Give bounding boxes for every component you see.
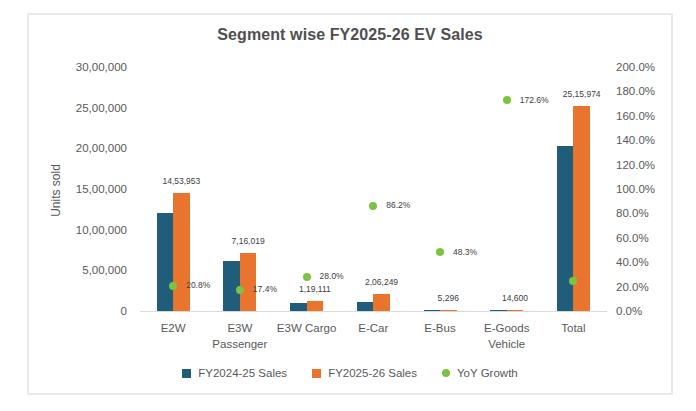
bar-fy2025-26-e-goods-vehicle[interactable] [507, 310, 524, 311]
x-axis-line [140, 311, 607, 312]
right-axis-tick: 80.0% [616, 206, 649, 220]
right-axis-tick: 180.0% [616, 84, 655, 98]
legend-circle-marker [442, 369, 450, 377]
yoy-dot-e-bus[interactable] [436, 248, 444, 256]
left-axis-tick: 20,00,000 [29, 141, 127, 155]
legend-square-marker [312, 369, 321, 378]
legend-item-fy2025-26-sales[interactable]: FY2025-26 Sales [312, 367, 417, 379]
yoy-label-e2w: 20.8% [186, 280, 210, 291]
right-axis-tick: 0.0% [616, 304, 642, 318]
value-label-e3w-passenger: 7,16,019 [208, 236, 288, 247]
legend: FY2024-25 Sales FY2025-26 Sales YoY Growth [29, 367, 671, 379]
left-axis-tick: 0 [29, 304, 127, 318]
bar-fy2024-25-e-goods-vehicle[interactable] [490, 310, 507, 311]
yoy-label-e-car: 86.2% [386, 200, 410, 211]
value-label-e-goods-vehicle: 14,600 [475, 293, 555, 304]
bar-fy2025-26-e3w-cargo[interactable] [307, 301, 324, 311]
yoy-dot-e-car[interactable] [369, 202, 377, 210]
value-label-e2w: 14,53,953 [141, 176, 221, 187]
legend-label: YoY Growth [457, 367, 518, 379]
bar-fy2025-26-e-bus[interactable] [440, 310, 457, 311]
bar-fy2024-25-e2w[interactable] [157, 213, 174, 311]
yoy-dot-e2w[interactable] [169, 282, 177, 290]
right-axis-tick: 160.0% [616, 109, 655, 123]
chart-page: Segment wise FY2025-26 EV Sales Units so… [0, 0, 696, 411]
yoy-dot-e3w-passenger[interactable] [236, 286, 244, 294]
bar-fy2024-25-e3w-cargo[interactable] [290, 303, 307, 311]
right-axis-tick: 40.0% [616, 255, 649, 269]
yoy-dot-e3w-cargo[interactable] [303, 273, 311, 281]
value-label-e-car: 2,06,249 [342, 277, 422, 288]
chart-panel: Segment wise FY2025-26 EV Sales Units so… [27, 13, 673, 395]
right-axis-tick: 120.0% [616, 158, 655, 172]
plot-area: 30,00,000 25,00,000 20,00,000 15,00,000 10,0… [29, 15, 671, 393]
bar-fy2025-26-e2w[interactable] [173, 193, 190, 311]
yoy-dot-e-goods-vehicle[interactable] [503, 96, 511, 104]
bar-fy2024-25-e-car[interactable] [357, 302, 374, 311]
right-axis-tick: 60.0% [616, 231, 649, 245]
left-axis-tick: 15,00,000 [29, 182, 127, 196]
bar-fy2024-25-e-bus[interactable] [424, 310, 441, 311]
right-axis-tick: 200.0% [616, 60, 655, 74]
left-axis-tick: 5,00,000 [29, 263, 127, 277]
right-axis-tick: 20.0% [616, 280, 649, 294]
right-axis-tick: 140.0% [616, 133, 655, 147]
left-axis-tick: 25,00,000 [29, 101, 127, 115]
yoy-label-e3w-passenger: 17.4% [253, 284, 277, 295]
left-axis-tick: 30,00,000 [29, 60, 127, 74]
value-label-total: 25,15,974 [542, 89, 622, 100]
left-axis-tick: 10,00,000 [29, 223, 127, 237]
category-label-total: Total [528, 320, 618, 336]
yoy-label-e-bus: 48.3% [453, 247, 477, 258]
bar-fy2025-26-e-car[interactable] [373, 294, 390, 311]
legend-label: FY2024-25 Sales [198, 367, 287, 379]
yoy-label-e3w-cargo: 28.0% [320, 271, 344, 282]
legend-item-yoy-growth[interactable]: YoY Growth [442, 367, 518, 379]
legend-label: FY2025-26 Sales [328, 367, 417, 379]
legend-square-marker [182, 369, 191, 378]
legend-item-fy2024-25-sales[interactable]: FY2024-25 Sales [182, 367, 287, 379]
bar-fy2025-26-e3w-passenger[interactable] [240, 253, 257, 311]
bar-fy2024-25-total[interactable] [557, 146, 574, 311]
right-axis-tick: 100.0% [616, 182, 655, 196]
